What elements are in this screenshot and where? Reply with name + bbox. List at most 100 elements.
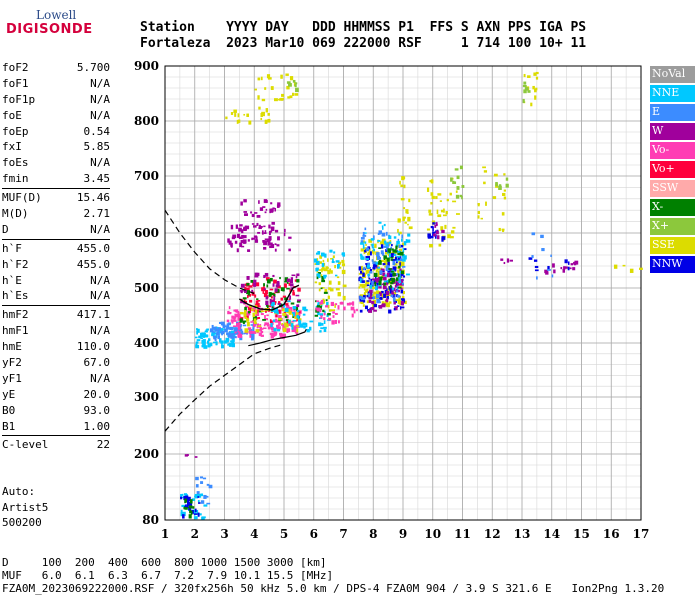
echo-point — [297, 309, 300, 313]
param-row: C-level 22 — [2, 437, 110, 453]
echo-point — [211, 331, 216, 335]
echo-point — [243, 199, 247, 203]
echo-point — [438, 243, 442, 247]
echo-point — [297, 318, 302, 321]
echo-point — [278, 98, 282, 101]
param-value: 93.0 — [83, 403, 111, 417]
echo-point — [461, 195, 463, 200]
echo-point — [325, 266, 329, 270]
footer-muf-row: MUF 6.0 6.1 6.3 6.7 7.2 7.9 10.1 15.5 [M… — [2, 569, 334, 582]
echo-point — [206, 328, 209, 331]
echo-point — [378, 305, 382, 307]
echo-point — [237, 119, 241, 123]
echo-point — [296, 273, 300, 277]
echo-point — [246, 287, 250, 291]
echo-point — [245, 225, 250, 230]
echo-point — [363, 293, 367, 297]
echo-point — [264, 272, 269, 277]
echo-point — [367, 262, 371, 266]
echo-point — [314, 281, 318, 284]
echo-point — [402, 258, 406, 262]
echo-point — [364, 227, 367, 231]
echo-point — [394, 256, 398, 261]
echo-point — [270, 242, 273, 246]
echo-point — [247, 327, 252, 330]
echo-point — [553, 269, 556, 274]
echo-point — [274, 243, 277, 246]
echo-point — [401, 176, 405, 181]
echo-point — [240, 290, 243, 294]
param-row: fxI 5.85 — [2, 139, 110, 155]
echo-point — [390, 256, 394, 259]
echo-point — [296, 311, 299, 317]
echo-point — [362, 244, 365, 249]
echo-point — [255, 236, 258, 241]
echo-point — [373, 291, 377, 295]
echo-point — [220, 321, 225, 326]
echo-point — [254, 239, 259, 243]
echo-point — [246, 276, 250, 280]
echo-point — [262, 291, 265, 294]
echo-point — [398, 244, 401, 249]
echo-point — [249, 334, 252, 338]
echo-point — [390, 270, 394, 273]
echo-point — [211, 333, 215, 337]
echo-point — [393, 301, 396, 305]
echo-point — [362, 304, 365, 307]
echo-point — [273, 279, 277, 284]
echo-point — [392, 297, 396, 302]
echo-point — [254, 275, 259, 278]
echo-point — [250, 324, 254, 326]
echo-point — [530, 102, 533, 107]
auto-label: Auto: — [2, 485, 36, 498]
echo-point — [220, 328, 224, 331]
echo-point — [233, 325, 237, 328]
echo-point — [236, 321, 240, 324]
echo-point — [227, 322, 231, 326]
echo-point — [399, 301, 402, 306]
echo-point — [359, 253, 363, 257]
echo-point — [215, 327, 220, 330]
echo-point — [230, 330, 235, 334]
echo-point — [295, 82, 298, 85]
echo-point — [231, 343, 236, 348]
echo-point — [234, 327, 239, 332]
param-row: hmF1 N/A — [2, 323, 110, 339]
echo-point — [323, 320, 326, 324]
echo-point — [317, 251, 321, 254]
echo-point — [373, 235, 375, 240]
echo-point — [399, 306, 402, 310]
echo-point — [238, 331, 241, 336]
echo-point — [270, 226, 275, 232]
echo-point — [225, 327, 230, 330]
echo-point — [532, 85, 535, 90]
echo-point — [362, 240, 365, 243]
echo-point — [391, 259, 395, 262]
param-row: foF2 5.700 — [2, 60, 110, 76]
x-tick-label: 13 — [514, 527, 531, 541]
echo-point — [254, 316, 258, 321]
echo-point — [362, 234, 367, 237]
echo-point — [569, 267, 572, 270]
echo-point — [503, 173, 506, 176]
echo-point — [209, 342, 213, 347]
echo-point — [230, 340, 233, 343]
echo-point — [276, 280, 280, 285]
echo-point — [405, 239, 408, 243]
echo-point — [249, 304, 252, 308]
echo-point — [397, 277, 402, 283]
echo-point — [273, 296, 276, 301]
echo-point — [389, 287, 393, 291]
echo-point — [384, 257, 388, 262]
echo-point — [288, 83, 292, 87]
echo-point — [261, 287, 264, 291]
echo-point — [240, 245, 245, 248]
echo-point — [390, 253, 395, 256]
param-name: yF1 — [2, 371, 22, 385]
echo-point — [243, 312, 247, 317]
echo-point — [274, 331, 277, 334]
echo-point — [294, 93, 299, 96]
echo-point — [492, 196, 497, 200]
echo-point — [400, 184, 404, 188]
echo-point — [501, 212, 505, 216]
